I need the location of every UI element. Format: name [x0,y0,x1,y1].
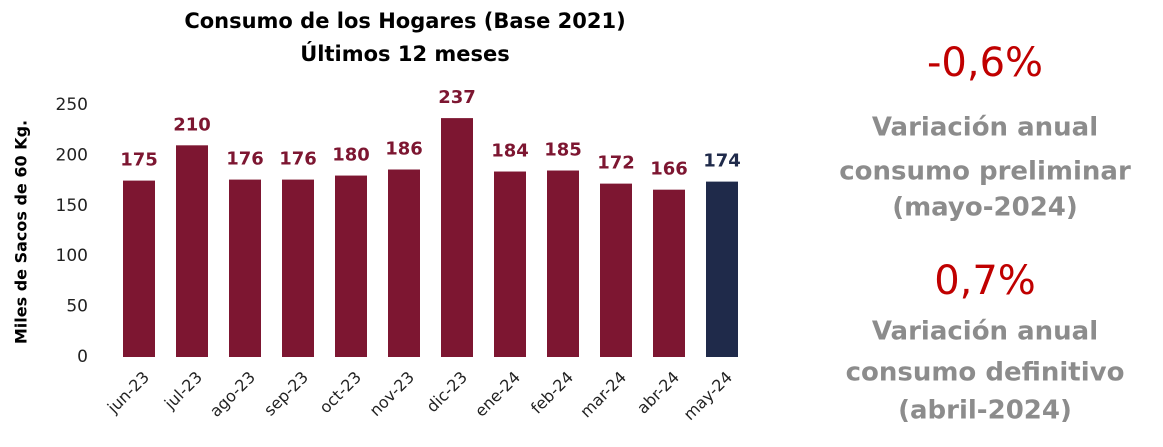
x-tick-label: feb-24 [527,368,577,418]
data-label: 185 [544,140,582,161]
y-tick-label: 100 [56,246,88,266]
chart-subtitle: Últimos 12 meses [300,41,510,66]
bar [335,175,367,357]
stat-label: (abril-2024) [898,396,1072,426]
x-tick-label: may-24 [680,368,736,424]
chart-title: Consumo de los Hogares (Base 2021) [184,9,625,33]
bar [229,179,261,357]
data-label: 180 [332,145,370,166]
x-tick-label: dic-23 [423,368,471,416]
bar [653,189,685,357]
bar [176,145,208,357]
y-tick-label: 150 [56,196,88,216]
bar [123,180,155,357]
x-tick-label: nov-23 [366,368,418,420]
x-tick-label: ago-23 [206,368,259,421]
data-label: 184 [491,141,529,162]
y-axis-title: Miles de Sacos de 60 Kg. [12,120,31,344]
bar [547,170,579,357]
bar [388,169,420,357]
stat-value: 0,7% [934,258,1036,304]
stat-label: consumo preliminar [839,157,1131,187]
y-tick-label: 250 [56,95,88,115]
bar [282,179,314,357]
stat-label: Variación anual [872,317,1098,347]
bar [706,181,738,357]
data-label: 174 [703,151,741,172]
bar [441,118,473,357]
bar [494,171,526,357]
stat-label: (mayo-2024) [892,193,1078,223]
data-label: 176 [279,149,317,170]
x-tick-label: oct-23 [316,368,365,417]
data-label: 186 [385,139,423,160]
x-tick-label: jul-23 [160,368,206,414]
stat-value: -0,6% [927,40,1043,86]
bar [600,183,632,357]
data-label: 166 [650,159,688,180]
stat-label: Variación anual [872,113,1098,143]
stat-label: consumo definitivo [846,358,1125,388]
x-tick-label: abr-24 [633,368,683,418]
x-tick-label: sep-23 [260,368,312,420]
data-label: 175 [120,150,158,171]
y-tick-label: 0 [77,347,88,367]
x-tick-label: mar-24 [576,368,630,422]
data-label: 237 [438,87,476,108]
x-tick-label: jun-23 [103,368,153,418]
data-label: 172 [597,153,635,174]
y-tick-label: 50 [66,297,88,317]
y-tick-label: 200 [56,145,88,165]
data-label: 176 [226,149,264,170]
data-label: 210 [173,114,211,135]
x-tick-label: ene-24 [471,368,524,421]
